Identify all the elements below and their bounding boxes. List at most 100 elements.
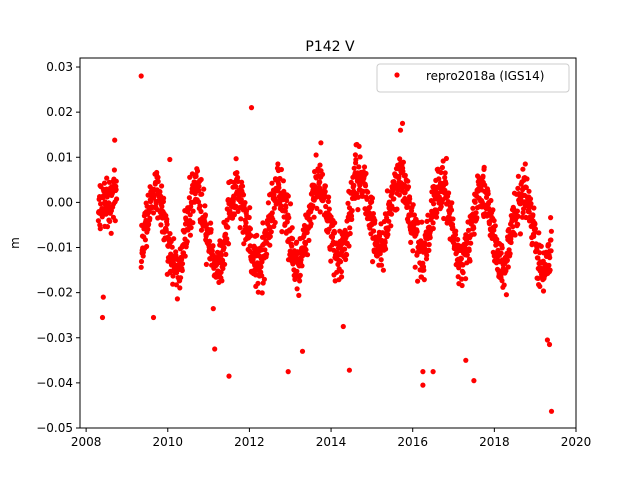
data-point — [310, 203, 316, 209]
data-point — [203, 261, 209, 267]
data-points — [95, 73, 555, 414]
data-point — [222, 261, 228, 267]
data-point — [247, 205, 253, 211]
data-point — [345, 200, 351, 206]
legend-label: repro2018a (IGS14) — [426, 69, 544, 83]
data-point — [197, 203, 203, 209]
data-point — [363, 170, 369, 177]
data-point — [240, 192, 247, 198]
data-point — [171, 236, 177, 242]
data-point — [351, 165, 357, 171]
data-point — [196, 187, 202, 193]
data-point — [208, 227, 214, 233]
data-point — [225, 224, 231, 230]
data-point — [512, 232, 518, 238]
y-tick-label: 0.03 — [46, 60, 73, 74]
data-point — [212, 346, 218, 352]
data-point — [534, 246, 540, 252]
data-point — [169, 244, 175, 250]
data-point — [99, 314, 106, 321]
data-point — [112, 218, 118, 224]
data-point — [442, 174, 448, 181]
data-point — [248, 233, 254, 239]
data-point — [434, 210, 440, 216]
data-point — [385, 231, 391, 238]
data-point — [439, 164, 445, 171]
data-point — [468, 240, 474, 246]
data-point — [114, 196, 120, 202]
data-point — [275, 161, 281, 167]
data-point — [455, 236, 461, 243]
data-point — [459, 276, 465, 282]
data-point — [506, 226, 512, 233]
data-point — [146, 221, 152, 227]
data-point — [314, 193, 321, 199]
data-point — [187, 212, 193, 218]
data-point — [465, 227, 472, 233]
data-point — [261, 276, 267, 282]
data-point — [547, 255, 553, 261]
data-point — [278, 203, 284, 209]
data-point — [100, 294, 106, 300]
data-point — [342, 246, 348, 252]
data-point — [378, 262, 385, 268]
data-point — [501, 282, 507, 288]
data-point — [410, 248, 416, 254]
data-point — [138, 264, 144, 270]
data-point — [239, 183, 246, 189]
data-point — [155, 174, 161, 180]
data-point — [322, 189, 328, 195]
data-point — [317, 162, 323, 168]
data-point — [286, 215, 292, 221]
data-point — [464, 252, 470, 258]
data-point — [243, 208, 250, 214]
data-point — [223, 231, 229, 237]
data-point — [546, 262, 552, 268]
data-point — [299, 263, 305, 269]
data-point — [526, 209, 532, 215]
data-point — [156, 197, 162, 203]
data-point — [194, 168, 201, 174]
legend: repro2018a (IGS14) — [376, 63, 570, 93]
data-point — [179, 267, 185, 274]
data-point — [304, 229, 310, 236]
data-point — [289, 225, 295, 231]
data-point — [202, 203, 208, 209]
data-point — [492, 223, 498, 229]
data-point — [467, 258, 473, 264]
data-point — [450, 216, 456, 222]
data-point — [396, 192, 402, 198]
data-point — [339, 274, 345, 280]
data-point — [243, 220, 249, 226]
data-point — [104, 175, 110, 181]
data-point — [471, 378, 477, 384]
data-point — [147, 215, 153, 221]
data-point — [289, 236, 296, 242]
data-point — [460, 262, 466, 268]
y-tick-label: −0.03 — [36, 331, 73, 345]
data-point — [515, 185, 521, 191]
data-point — [294, 286, 300, 292]
data-point — [442, 170, 448, 176]
data-point — [347, 225, 353, 231]
data-point — [258, 247, 264, 253]
data-point — [474, 215, 480, 221]
data-point — [329, 234, 336, 240]
data-point — [164, 221, 170, 227]
data-point — [522, 161, 528, 167]
data-point — [297, 272, 303, 278]
data-point — [356, 164, 362, 170]
data-point — [431, 201, 437, 207]
y-tick-label: −0.04 — [36, 376, 73, 390]
data-point — [463, 357, 469, 363]
data-point — [280, 178, 286, 184]
data-point — [178, 275, 184, 281]
data-point — [353, 157, 359, 163]
data-point — [505, 264, 511, 270]
data-point — [173, 249, 179, 255]
data-point — [112, 137, 118, 143]
data-point — [514, 208, 521, 214]
data-point — [397, 127, 404, 133]
data-point — [462, 245, 468, 251]
